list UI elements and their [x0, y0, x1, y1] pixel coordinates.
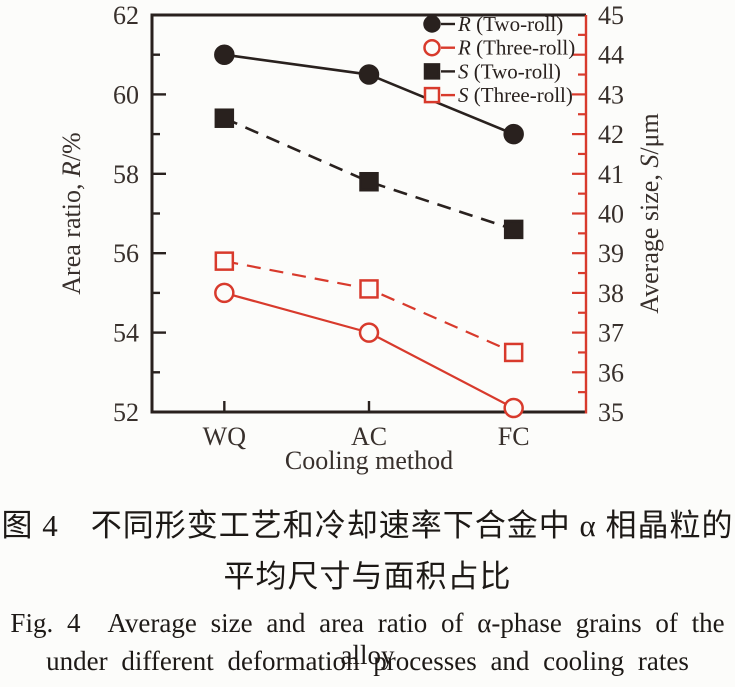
marker-square-open	[214, 251, 235, 271]
right-tick-label: 39	[598, 239, 624, 268]
marker-square-filled	[423, 63, 441, 80]
right-tick-label: 40	[598, 200, 624, 229]
right-tick-label: 38	[598, 279, 624, 308]
legend-label: S (Three-roll)	[458, 83, 573, 107]
right-tick-label: 44	[598, 41, 624, 70]
right-tick-label: 41	[598, 160, 624, 189]
x-axis-title: Cooling method	[285, 446, 453, 475]
series-line-s-two-roll-	[223, 117, 515, 231]
marker-square-filled	[503, 219, 524, 240]
right-tick-label: 43	[598, 80, 624, 109]
series-line-r-three-roll-	[224, 291, 515, 410]
right-tick-label: 45	[598, 1, 624, 30]
marker-square-open	[503, 342, 524, 363]
marker-circle-open	[358, 322, 380, 343]
left-axis-title: Area ratio, R/%	[57, 132, 86, 294]
x-tick-label: WQ	[203, 422, 247, 451]
caption-en-line1: Fig. 4 Average size and area ratio of α-…	[10, 608, 725, 670]
marker-circle-filled	[423, 15, 441, 33]
marker-circle-open	[214, 282, 235, 304]
marker-circle-filled	[503, 123, 524, 145]
left-tick-label: 52	[113, 398, 139, 427]
series-markers	[214, 44, 524, 419]
series-lines	[223, 53, 515, 410]
right-tick-label: 36	[598, 358, 624, 387]
x-tick-label: FC	[498, 422, 530, 451]
right-tick-label: 42	[598, 120, 624, 149]
axes: 52 54 56 58 60 62 35 36 37 38 39 40 41 42 43 44 45 WQ AC FC…	[57, 1, 664, 475]
left-tick-label: 56	[113, 239, 139, 268]
right-tick-label: 37	[598, 319, 624, 348]
caption-zh-line2: 平均尺寸与面积占比	[223, 559, 512, 594]
x-tick-label: AC	[351, 422, 387, 451]
marker-square-open	[359, 279, 379, 299]
marker-circle-open	[423, 38, 441, 57]
caption-zh-line1: 图 4 不同形变工艺和冷却速率下合金中 α 相晶粒的	[1, 508, 734, 543]
right-tick-label: 35	[598, 398, 624, 427]
legend-label: R (Three-roll)	[457, 36, 575, 60]
right-axis-title: Average size, S/μm	[635, 113, 664, 313]
left-tick-label: 54	[113, 319, 139, 348]
marker-square-open	[423, 86, 441, 104]
marker-circle-filled	[358, 64, 380, 85]
legend: R (Two-roll)R (Three-roll)S (Two-roll)S …	[423, 12, 575, 107]
marker-circle-filled	[214, 44, 235, 65]
legend-label: S (Two-roll)	[458, 59, 561, 83]
marker-square-filled	[359, 171, 379, 192]
legend-label: R (Two-roll)	[457, 12, 563, 36]
chart-svg: 52 54 56 58 60 62 35 36 37 38 39 40 41 42 43 44 45 WQ AC FC…	[57, 1, 664, 475]
left-tick-label: 62	[113, 1, 139, 30]
left-tick-label: 58	[113, 160, 139, 189]
caption-en-line2: under different deformation processes an…	[46, 646, 689, 676]
marker-circle-open	[503, 397, 524, 419]
left-tick-label: 60	[113, 80, 139, 109]
marker-square-filled	[214, 108, 235, 128]
